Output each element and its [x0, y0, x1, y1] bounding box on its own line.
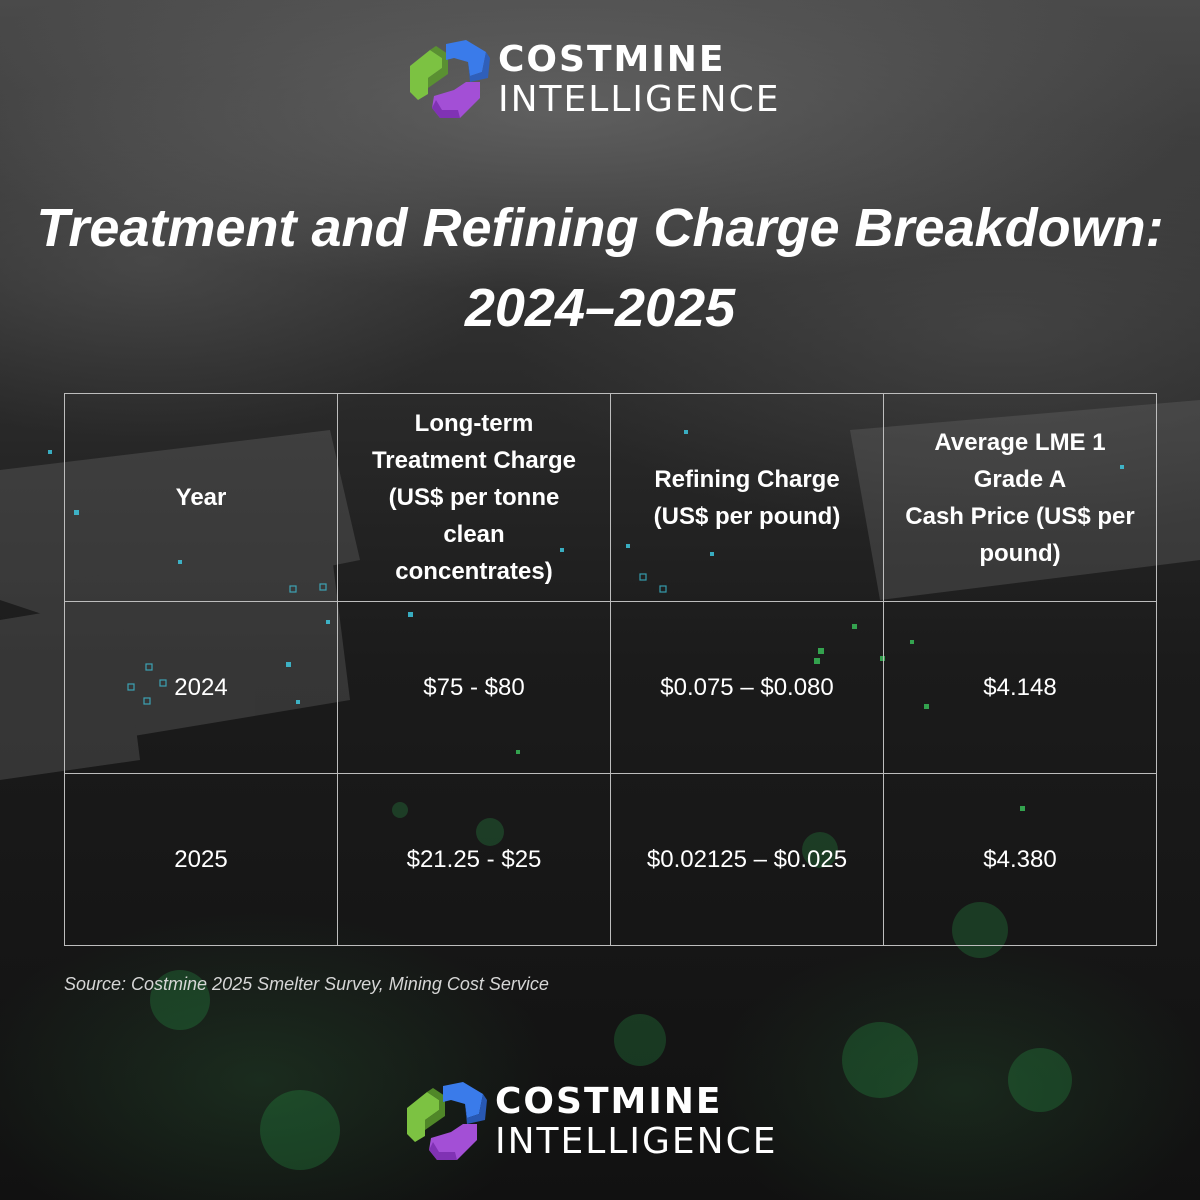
costmine-logo-icon — [407, 1082, 487, 1160]
header-line: Refining Charge — [654, 465, 840, 493]
header-line: (US$ per pound) — [653, 502, 841, 530]
cell-treatment-charge: $21.25 - $25 — [337, 773, 611, 946]
source-note: Source: Costmine 2025 Smelter Survey, Mi… — [64, 974, 549, 994]
table-header-row: Year Long-term Treatment Charge (US$ per… — [64, 393, 1157, 602]
brand-logo-top: COSTMINE INTELLIGENCE — [408, 38, 780, 122]
charge-table: Year Long-term Treatment Charge (US$ per… — [64, 393, 1157, 946]
header-treatment-charge: Long-term Treatment Charge (US$ per tonn… — [337, 393, 611, 602]
cell-lme-cash-price: $4.380 — [883, 773, 1157, 946]
brand-name-line2: INTELLIGENCE — [498, 79, 781, 120]
costmine-logo-icon — [410, 40, 490, 118]
header-line: (US$ per tonne — [388, 484, 560, 511]
brand-logo-bottom: COSTMINE INTELLIGENCE — [405, 1080, 777, 1164]
cell-lme-cash-price: $4.148 — [883, 601, 1157, 774]
header-line: concentrates) — [395, 558, 553, 585]
header-refining-charge: Refining Charge (US$ per pound) — [610, 393, 884, 602]
brand-name-line1: COSTMINE — [495, 1081, 723, 1122]
header-line: Grade A — [973, 465, 1067, 493]
header-year-line: Year — [175, 484, 227, 511]
cell-treatment-charge: $75 - $80 — [337, 601, 611, 774]
brand-name-line1: COSTMINE — [498, 39, 726, 80]
page-title-line1: Treatment and Refining Charge Breakdown: — [36, 198, 1164, 258]
brand-name-line2: INTELLIGENCE — [495, 1121, 778, 1162]
header-year: Year — [64, 393, 338, 602]
header-line: clean — [443, 521, 505, 548]
table-row: 2024 $75 - $80 $0.075 – $0.080 $4.148 — [64, 601, 1157, 774]
cell-year: 2025 — [64, 773, 338, 946]
cell-refining-charge: $0.075 – $0.080 — [610, 601, 884, 774]
header-line: Treatment Charge — [371, 447, 577, 474]
header-line: Cash Price (US$ per — [905, 502, 1135, 530]
header-line: Long-term — [414, 410, 534, 437]
page-title-line2: 2024–2025 — [464, 278, 736, 338]
header-line: Average LME 1 — [934, 428, 1106, 456]
page-title: Treatment and Refining Charge Breakdown:… — [0, 188, 1200, 348]
cell-refining-charge: $0.02125 – $0.025 — [610, 773, 884, 946]
table-row: 2025 $21.25 - $25 $0.02125 – $0.025 $4.3… — [64, 773, 1157, 946]
cell-year: 2024 — [64, 601, 338, 774]
header-lme-cash-price: Average LME 1 Grade A Cash Price (US$ pe… — [883, 393, 1157, 602]
header-line: pound) — [979, 539, 1061, 567]
